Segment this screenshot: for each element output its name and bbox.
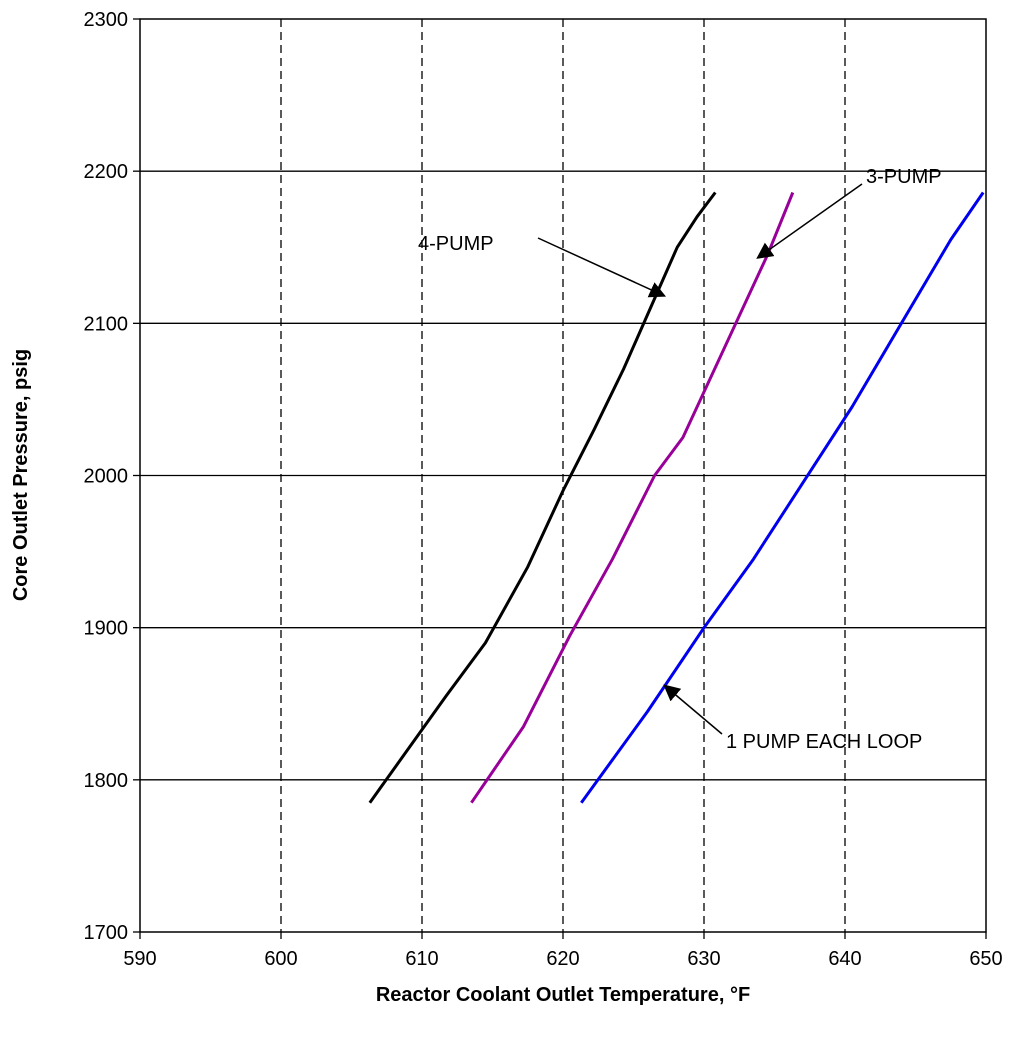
x-tick-label: 640 <box>828 948 861 970</box>
y-tick-label: 2200 <box>84 161 129 183</box>
y-tick-label: 1900 <box>84 618 129 640</box>
annotation-label: 1 PUMP EACH LOOP <box>726 731 922 753</box>
series-line <box>368 191 717 804</box>
series-line <box>580 191 985 804</box>
x-tick-label: 630 <box>687 948 720 970</box>
annotation-arrow <box>663 684 723 735</box>
x-tick-label: 610 <box>405 948 438 970</box>
annotation-label: 4-PUMP <box>418 233 494 255</box>
tick-layer: 590 600 610 620 630 640 650 1700 1800 1900 2000 210… <box>84 9 1003 970</box>
x-tick-label: 620 <box>546 948 579 970</box>
y-tick-label: 1800 <box>84 770 129 792</box>
x-axis-label: Reactor Coolant Outlet Temperature, °F <box>376 984 750 1006</box>
annotation-arrow <box>537 237 667 298</box>
y-tick-label: 1700 <box>84 922 129 944</box>
y-tick-label: 2100 <box>84 313 129 335</box>
y-axis-label: Core Outlet Pressure, psig <box>10 349 32 601</box>
annotation-layer: 4-PUMP 3-PUMP 1 PUMP EACH LOOP <box>418 166 942 753</box>
y-tick-label: 2300 <box>84 9 129 31</box>
annotation-label: 3-PUMP <box>866 166 942 188</box>
y-tick-label: 2000 <box>84 466 129 488</box>
grid-layer <box>140 19 986 932</box>
annotation-arrow <box>756 183 863 259</box>
x-tick-label: 650 <box>969 948 1002 970</box>
x-tick-label: 590 <box>123 948 156 970</box>
x-tick-label: 600 <box>264 948 297 970</box>
series-line <box>470 191 795 804</box>
series-layer <box>368 191 985 804</box>
